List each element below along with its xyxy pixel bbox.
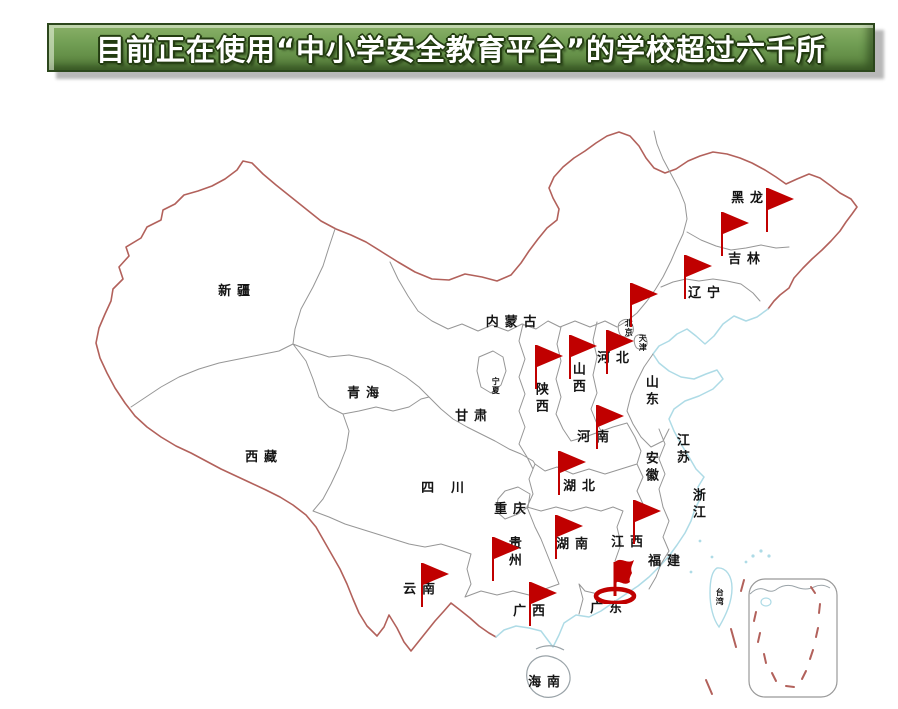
province-label-liaoning: 辽宁 (688, 286, 726, 302)
flag-pennant-icon (571, 335, 597, 357)
province-label-taiwan: 台湾 (715, 588, 725, 606)
province-borders (130, 130, 790, 615)
flag-pennant-icon (632, 283, 658, 305)
flag-pennant-icon (494, 537, 520, 559)
flag-pennant-icon (557, 515, 583, 537)
province-label-hebei: 河北 (597, 351, 635, 367)
province-label-gansu: 甘肃 (455, 409, 493, 425)
flag-hebei (606, 330, 636, 374)
flag-yunnan (421, 563, 451, 607)
province-label-chongqing: 重庆 (494, 502, 532, 518)
province-label-hubei: 湖北 (563, 479, 601, 495)
province-label-beijing: 北京 (624, 319, 634, 337)
flag-pole-icon (492, 537, 494, 581)
flag-pole-icon (606, 330, 608, 374)
flag-pennant-icon (608, 330, 634, 352)
province-label-yunnan: 云南 (403, 583, 441, 597)
waving-flag-ring-icon (593, 559, 637, 604)
province-label-guangdong: 广东 (590, 601, 628, 617)
province-label-neimenggu: 内蒙古 (485, 315, 543, 331)
province-label-shaanxi: 陕西 (532, 382, 548, 416)
flag-pole-icon (558, 451, 560, 495)
flag-pole-icon (684, 255, 686, 299)
flag-pennant-icon (686, 255, 712, 277)
flag-jiangxi-north (633, 500, 663, 544)
province-label-jilin: 吉林 (728, 252, 766, 268)
flag-pole-icon (766, 188, 768, 232)
flag-pole-icon (721, 212, 723, 256)
province-label-jiangsu: 江苏 (673, 433, 689, 467)
province-label-ningxia: 宁夏 (491, 377, 501, 395)
flag-guizhou (492, 537, 522, 581)
south-china-sea-inset-box (748, 578, 838, 698)
province-label-fujian: 福建 (648, 554, 686, 570)
province-label-shandong: 山东 (642, 375, 658, 409)
province-label-qinghai: 青海 (347, 386, 385, 402)
flag-pole-icon (596, 405, 598, 449)
flag-pennant-icon (723, 212, 749, 234)
province-label-tianjin: 天津 (638, 334, 648, 352)
national-border (95, 131, 858, 652)
coastline (495, 308, 769, 648)
province-label-heilongjiang: 黑龙 (731, 191, 769, 207)
flag-pennant-icon (531, 582, 557, 604)
flag-heilongjiang-west (721, 212, 751, 256)
province-label-hainan: 海南 (528, 675, 566, 691)
banner-title: 目前正在使用“中小学安全教育平台”的学校超过六千所 (95, 32, 827, 67)
flag-pole-icon (535, 345, 537, 389)
province-label-zhejiang: 浙江 (689, 488, 705, 522)
province-label-henan: 河南 (577, 431, 615, 445)
flag-pennant-icon (598, 405, 624, 427)
flag-shanxi (569, 335, 599, 379)
flag-guangxi (529, 582, 559, 626)
flag-pole-icon (630, 283, 632, 327)
flag-pole-icon (529, 582, 531, 626)
province-label-sichuan: 四川 (421, 481, 481, 497)
flag-pennant-icon (635, 500, 661, 522)
flag-henan (596, 405, 626, 449)
province-label-anhui: 安徽 (642, 451, 658, 485)
flag-pole-icon (633, 500, 635, 544)
flag-pole-icon (421, 563, 423, 607)
flag-pole-icon (569, 335, 571, 379)
inset-coastline (749, 584, 831, 595)
province-label-jiangxi: 江西 (611, 535, 649, 551)
flag-pennant-icon (423, 563, 449, 585)
flag-heilongjiang-east (766, 188, 796, 232)
province-label-xizang: 西藏 (245, 450, 283, 466)
nine-dash-line (705, 579, 821, 695)
flag-pennant-icon (560, 451, 586, 473)
flag-shaanxi (535, 345, 565, 389)
flag-jilin (684, 255, 714, 299)
taiwan-island (709, 567, 733, 629)
flag-liaoning (630, 283, 660, 327)
title-banner: 目前正在使用“中小学安全教育平台”的学校超过六千所 (47, 23, 875, 72)
flag-pole-icon (555, 515, 557, 559)
flag-pennant-icon (768, 188, 794, 210)
flag-pennant-icon (537, 345, 563, 367)
province-label-xinjiang: 新疆 (218, 284, 256, 300)
hainan-island (526, 645, 571, 698)
province-label-hunan: 湖南 (556, 537, 594, 553)
flag-hunan (555, 515, 585, 559)
marker-guangdong (593, 552, 643, 604)
flag-hubei (558, 451, 588, 495)
province-label-shanxi: 山西 (569, 362, 585, 396)
offshore-island-dots (689, 539, 771, 574)
inset-hainan-island (760, 597, 772, 607)
